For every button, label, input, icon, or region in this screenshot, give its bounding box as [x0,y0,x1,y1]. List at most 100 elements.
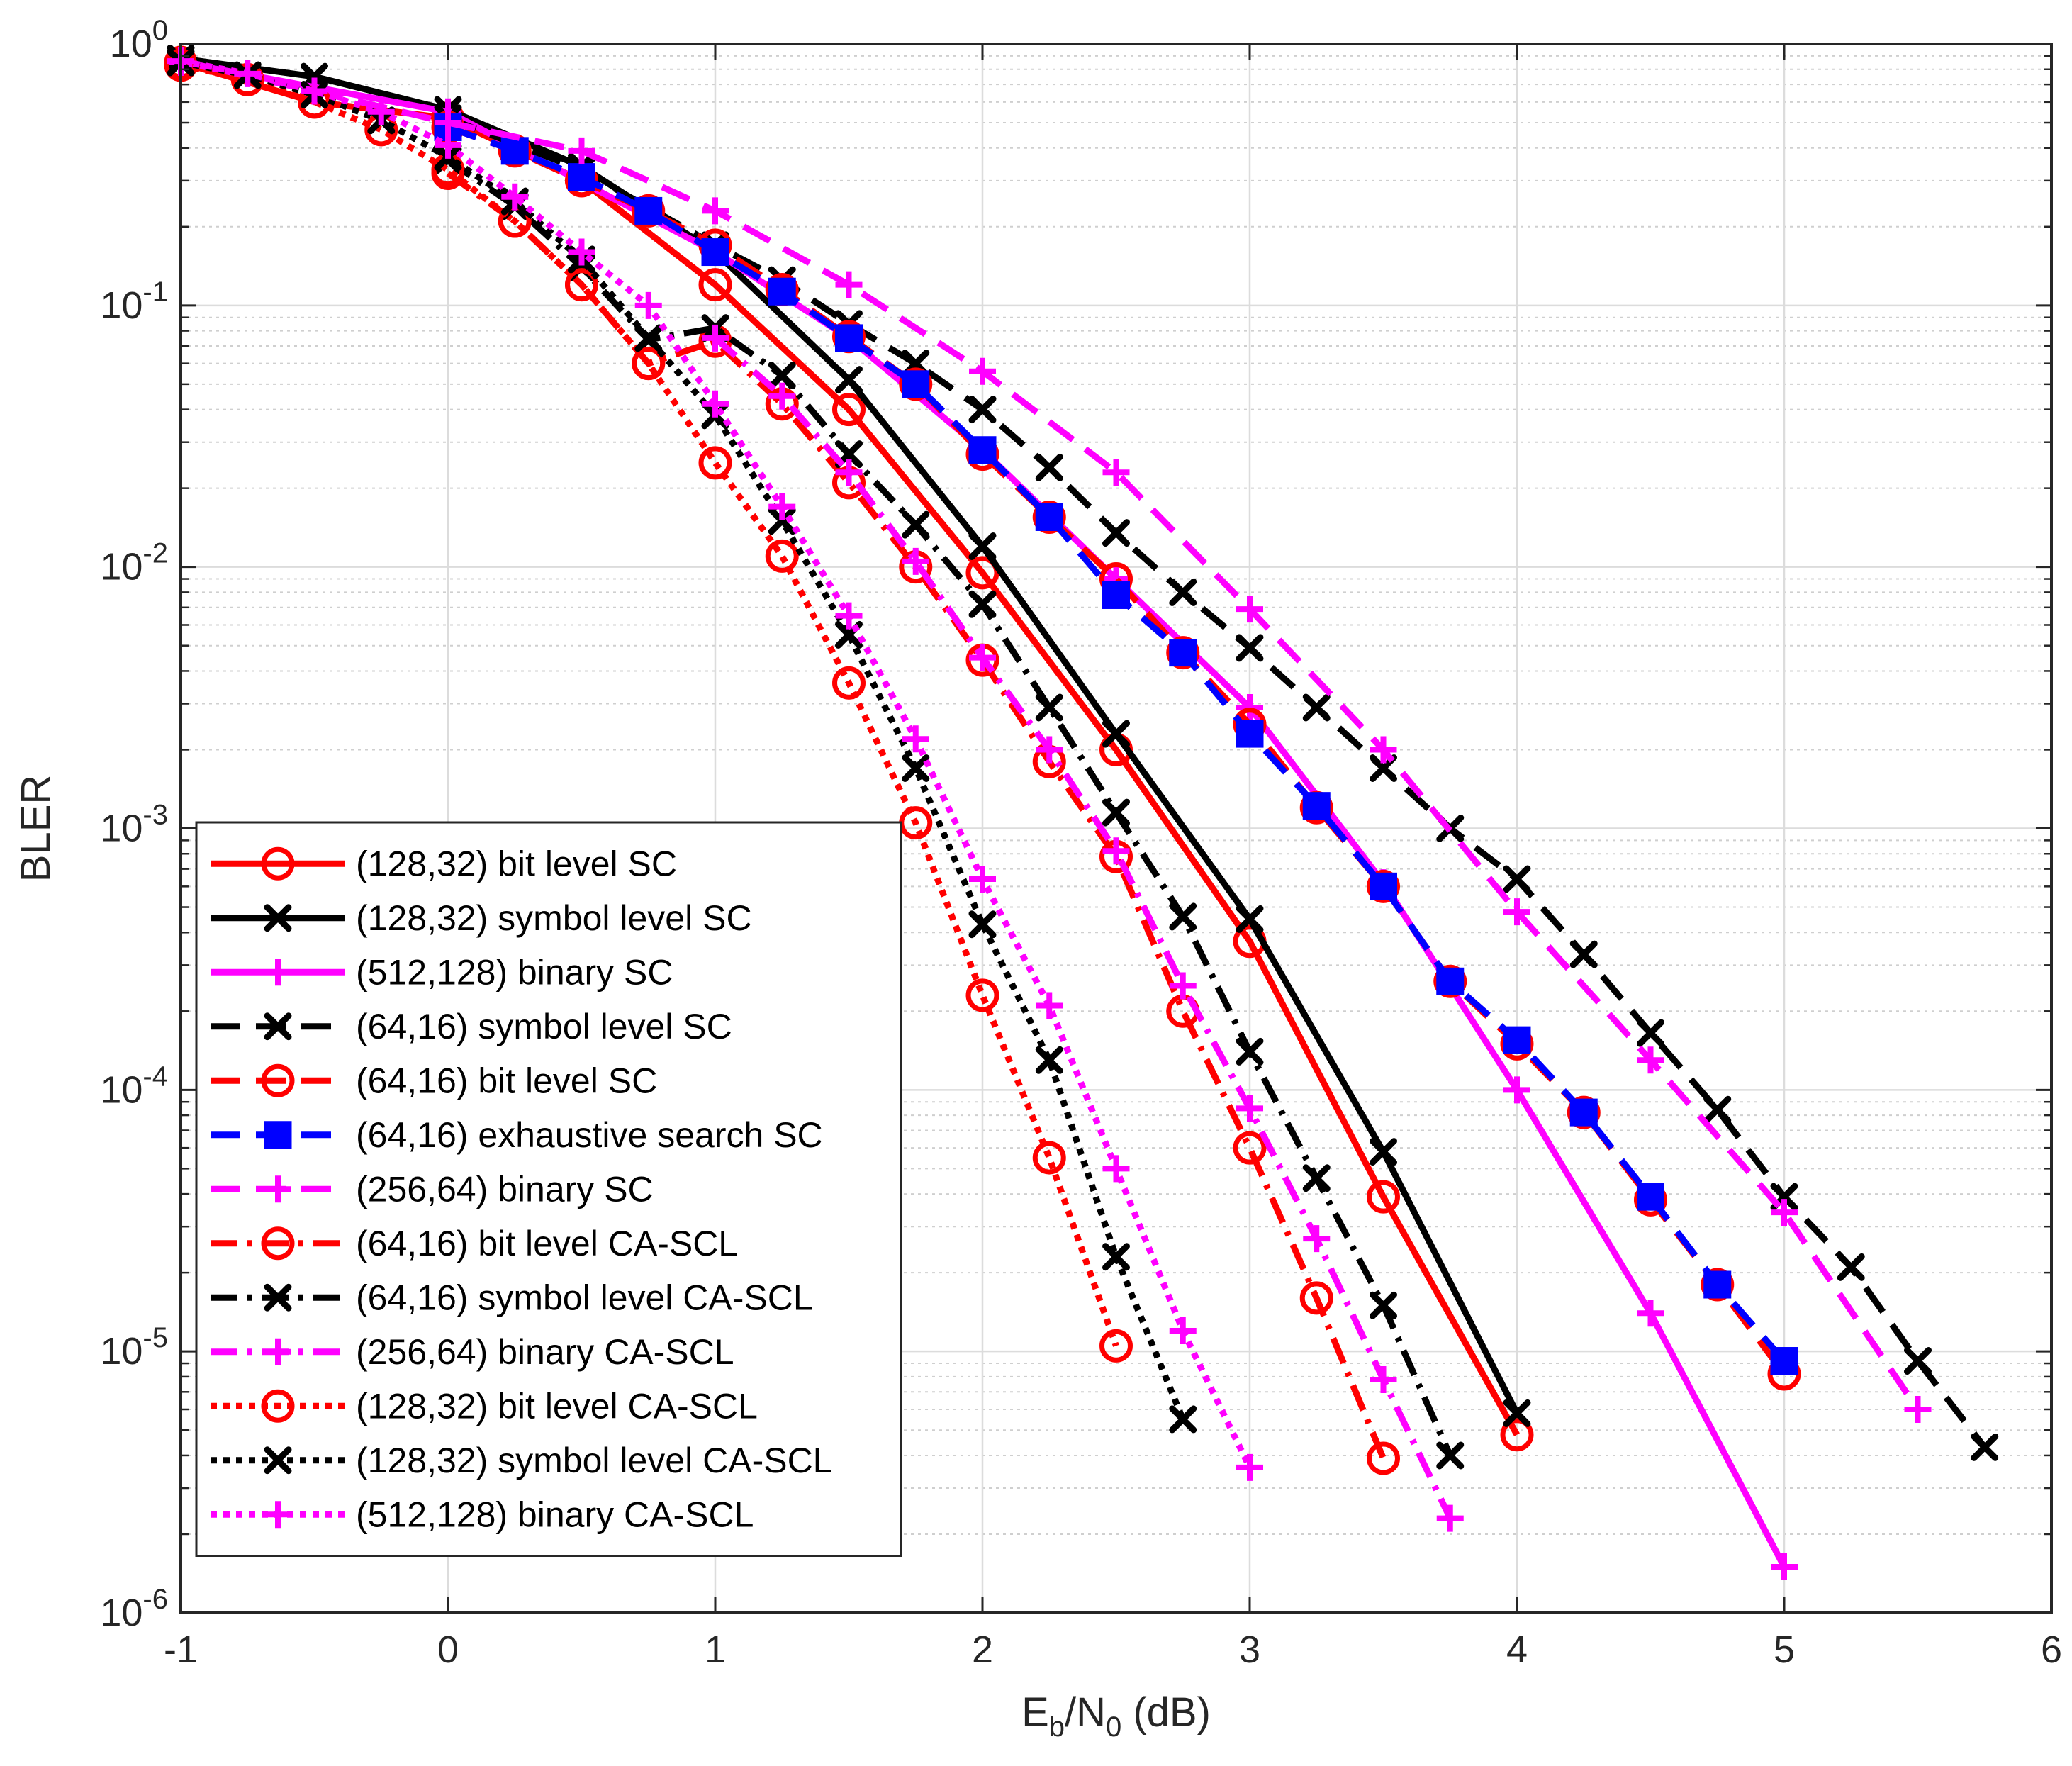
data-point [1500,1418,1534,1452]
data-point [634,196,663,225]
data-point [899,367,933,401]
data-point [500,137,529,165]
legend-marker [261,846,295,881]
x-axis-label-mid: /N [1065,1689,1106,1736]
data-point [1771,1199,1798,1226]
data-point [968,396,997,424]
series-line [180,57,1921,1412]
data-point [1169,578,1197,606]
data-point [1236,596,1263,623]
data-point [1703,1095,1732,1124]
y-tick-label: 10-6 [100,1584,168,1634]
data-point [435,109,461,137]
data-point [1503,1026,1531,1054]
y-axis-label: BLER [13,775,59,883]
data-point [1436,1504,1464,1532]
data-point [1503,898,1530,926]
legend-marker [264,1501,291,1529]
data-point [835,459,863,486]
legend-marker [264,1283,292,1312]
data-point [902,725,929,753]
data-point [1367,869,1400,903]
data-point [1036,992,1063,1019]
y-tick-label: 10-2 [100,538,168,588]
series-5 [434,113,1798,1375]
x-tick-label: 6 [2041,1628,2062,1671]
legend-marker [264,1446,292,1475]
legend-entry: (128,32) symbol level CA-SCL [356,1441,833,1480]
y-tick-base: 10 [110,23,152,65]
data-point [902,370,930,398]
data-point [1102,798,1130,827]
data-point [968,590,997,618]
data-point [965,978,999,1012]
data-point [768,382,796,410]
legend-entry: (64,16) symbol level CA-SCL [356,1278,813,1317]
data-point [565,268,598,302]
data-point [835,366,863,394]
x-tick-label: 4 [1506,1628,1528,1671]
data-point [902,547,929,575]
data-point [1299,1281,1333,1315]
legend-entry: (64,16) bit level CA-SCL [356,1224,738,1263]
legend-marker [264,1012,292,1041]
legend-entry: (64,16) bit level SC [356,1061,657,1100]
data-point [1169,639,1197,667]
data-point [1904,1395,1932,1423]
y-tick-exponent: -5 [142,1322,168,1353]
data-point [1036,736,1063,764]
data-point [968,436,997,464]
y-tick-base: 10 [100,807,142,850]
y-tick-base: 10 [100,1068,142,1111]
data-point [1102,1155,1130,1183]
data-point [568,163,595,191]
data-point [501,183,529,211]
data-point [1302,1164,1331,1192]
data-point [1637,1300,1664,1327]
data-point [1436,967,1465,995]
x-axis-label-base: E [1021,1689,1049,1736]
legend-marker [264,1338,291,1365]
data-point [702,390,729,418]
series-line [180,57,1253,1469]
x-axis-label-sub1: b [1049,1711,1065,1743]
data-point [1701,1268,1735,1302]
legend-entry: (64,16) exhaustive search SC [356,1115,823,1155]
y-tick-label: 10-5 [100,1322,168,1373]
y-tick-label: 10-3 [100,800,168,850]
data-point [435,131,461,159]
legend-marker [264,1121,292,1149]
data-point [1166,636,1200,670]
y-tick-exponent: -6 [142,1584,168,1615]
data-point [702,197,729,225]
legend-marker [264,959,291,986]
data-point [1169,1405,1197,1434]
series-line [180,62,1119,1347]
legend-entry: (64,16) symbol level SC [356,1007,732,1046]
legend-entry: (128,32) bit level SC [356,844,677,883]
legend-entry: (256,64) binary SC [356,1169,654,1209]
series-layer [164,44,1999,1581]
data-point [765,539,799,573]
legend-entry: (128,32) symbol level SC [356,898,752,938]
data-point [568,137,595,164]
data-point [632,347,666,381]
x-tick-label: 2 [972,1628,993,1671]
data-point [1102,459,1130,486]
data-point [1236,634,1264,662]
data-point [234,60,262,87]
data-point [1169,972,1197,1000]
data-point [1236,905,1264,933]
legend-marker [264,1175,291,1203]
data-point [1771,1553,1798,1581]
data-point [1102,519,1130,547]
data-point [965,556,999,590]
data-point [969,865,996,893]
y-tick-exponent: 0 [152,15,168,46]
data-point [1169,1317,1197,1344]
data-point [1637,1183,1664,1211]
y-tick-exponent: -2 [142,538,168,569]
data-point [1236,1037,1264,1066]
